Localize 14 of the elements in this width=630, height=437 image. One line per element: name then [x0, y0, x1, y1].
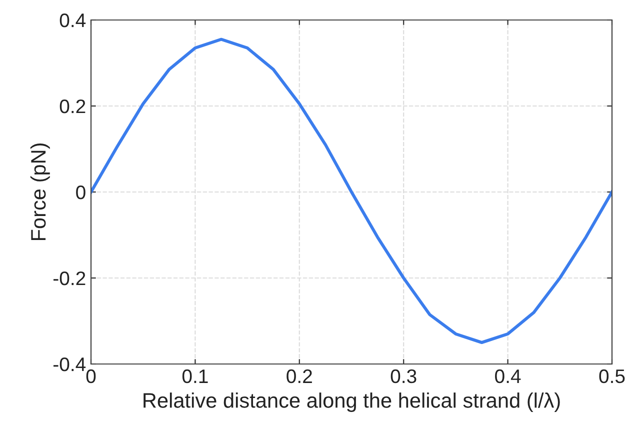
y-tick-label: -0.2	[54, 271, 86, 286]
x-tick-label: 0	[86, 369, 96, 384]
x-tick-label: 0.3	[390, 369, 416, 384]
y-tick-label: 0	[76, 185, 86, 200]
y-tick-label: 0.2	[60, 99, 86, 114]
y-tick-label: 0.4	[60, 13, 86, 28]
line-series	[91, 38, 612, 344]
x-axis-title: Relative distance along the helical strand (l/λ)	[144, 392, 560, 412]
x-tick-label: 0.1	[182, 369, 208, 384]
y-tick-label: -0.4	[54, 357, 86, 372]
y-axis-title: Force (pN)	[30, 144, 50, 240]
x-tick-label: 0.5	[599, 369, 625, 384]
x-tick-label: 0.2	[286, 369, 312, 384]
x-tick-label: 0.4	[495, 369, 521, 384]
